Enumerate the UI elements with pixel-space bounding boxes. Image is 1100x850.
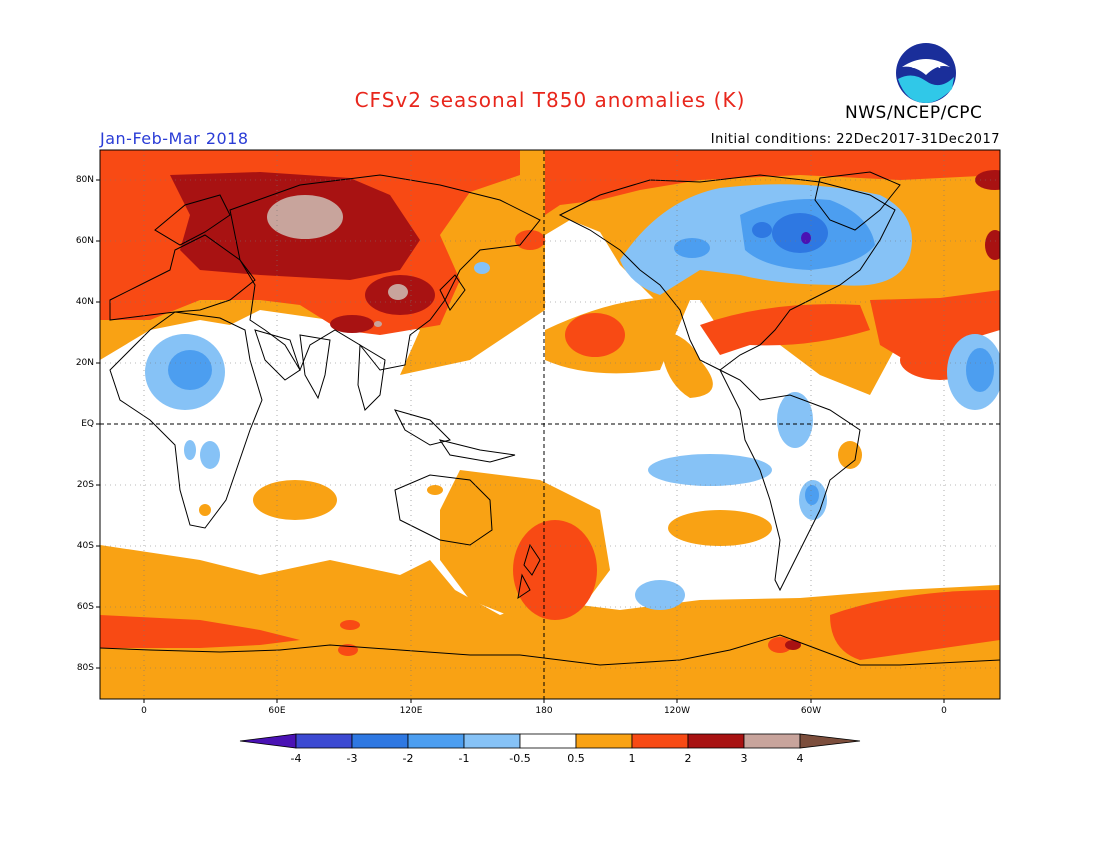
lat-label: 20N (75, 358, 94, 368)
colorbar-right-arrow (799, 733, 861, 749)
lon-label: 0 (141, 706, 147, 716)
colorbar-label: 4 (796, 752, 804, 765)
colorbar-label: 0.5 (567, 752, 585, 765)
colorbar-label: -3 (346, 752, 358, 765)
noaa-logo: NOAA (896, 43, 956, 103)
lat-label: 80N (75, 175, 94, 185)
anomaly-3-4-regions (267, 195, 408, 327)
lon-label: 120E (399, 706, 423, 716)
colorbar-label: -0.5 (509, 752, 531, 765)
colorbar-label: 2 (684, 752, 692, 765)
lon-label: 60W (800, 706, 822, 716)
colorbar-label: -1 (458, 752, 470, 765)
lat-label: EQ (81, 419, 94, 429)
colorbar-label: 1 (628, 752, 636, 765)
organization-label: NWS/NCEP/CPC (845, 103, 983, 123)
coastlines (100, 171, 1000, 666)
colorbar (239, 733, 861, 749)
tick-marks (96, 179, 945, 703)
logo-text: NOAA (912, 61, 941, 71)
anomaly-minus-3-minus-2-regions (752, 213, 828, 253)
lon-label: 60E (268, 706, 286, 716)
lat-label: 60S (76, 602, 94, 612)
lat-label: 40N (75, 297, 94, 307)
lon-label: 0 (941, 706, 947, 716)
colorbar-label: -4 (290, 752, 302, 765)
initial-conditions-label: Initial conditions: 22Dec2017-31Dec2017 (710, 132, 1000, 147)
lon-label: 180 (535, 706, 553, 716)
lat-label: 60N (75, 236, 94, 246)
grid-lines (100, 150, 1000, 699)
lat-label: 20S (76, 480, 94, 490)
lon-label: 120W (663, 706, 691, 716)
colorbar-label: -2 (402, 752, 414, 765)
lat-label: 40S (76, 541, 94, 551)
colorbar-left-arrow (239, 733, 297, 749)
map-title: CFSv2 seasonal T850 anomalies (K) (354, 88, 746, 112)
season-label: Jan-Feb-Mar 2018 (100, 129, 249, 148)
lat-label: 80S (76, 663, 94, 673)
colorbar-label: 3 (740, 752, 748, 765)
